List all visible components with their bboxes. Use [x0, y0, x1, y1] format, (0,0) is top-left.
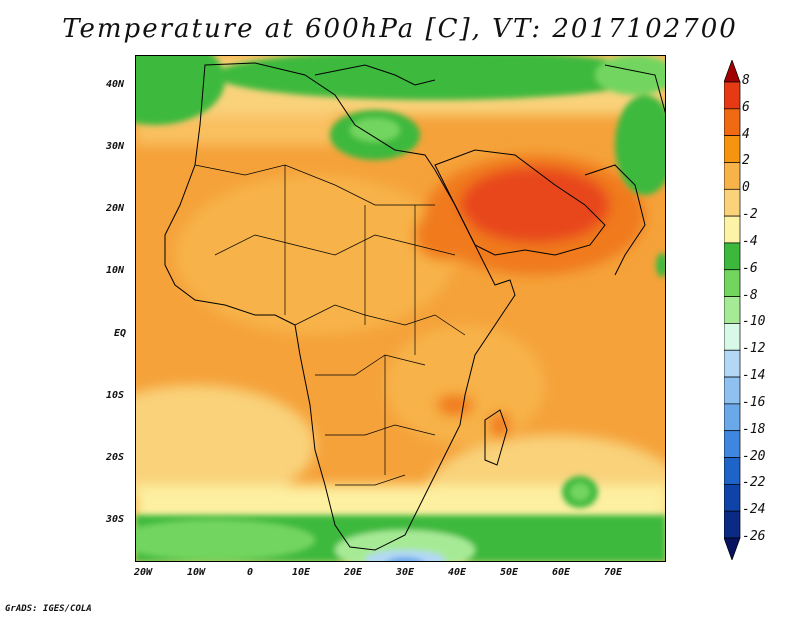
- colorbar-box: [724, 108, 741, 136]
- lon-label-20w: 20W: [134, 567, 153, 578]
- lat-label-30s: 30S: [106, 514, 125, 525]
- colorbar-tick-label: -10: [742, 314, 766, 330]
- colorbar-tick-label: 0: [742, 180, 750, 196]
- colorbar-tick-label: 8: [742, 73, 750, 88]
- colorbar-box: [724, 430, 741, 458]
- colorbar-tick-label: -14: [742, 368, 766, 384]
- colorbar-tick-label: -6: [742, 260, 758, 276]
- country-borders: [194, 164, 466, 486]
- grads-credit: GrADS: IGES/COLA: [5, 604, 92, 614]
- colorbar-box: [724, 457, 741, 485]
- colorbar-box: [724, 376, 741, 405]
- colorbar-box: [724, 296, 741, 324]
- colorbar-box: [724, 162, 741, 190]
- colorbar-box: [724, 323, 741, 351]
- colorbar: [724, 60, 741, 560]
- colorbar-box: [724, 403, 741, 432]
- map-border: [135, 55, 666, 562]
- lat-label-10n: 10N: [106, 265, 125, 276]
- colorbar-tick-label: -16: [742, 394, 766, 410]
- colorbar-tick-label: -22: [742, 475, 766, 491]
- colorbar-box: [724, 81, 741, 110]
- temperature-map: [135, 55, 666, 562]
- colorbar-box: [724, 510, 741, 539]
- lat-label-40n: 40N: [106, 79, 125, 90]
- colorbar-tick-label: -18: [742, 421, 766, 437]
- lat-label-20s: 20S: [106, 452, 125, 463]
- colorbar-tick-label: 2: [742, 153, 750, 169]
- lon-label-70e: 70E: [604, 567, 623, 578]
- colorbar-tick-label: -12: [742, 341, 766, 357]
- lon-label-10w: 10W: [187, 567, 206, 578]
- colorbar-tick-label: -24: [742, 502, 766, 518]
- colorbar-tick-label: 6: [742, 99, 750, 115]
- lat-label-10s: 10S: [106, 390, 125, 401]
- lon-label-20e: 20E: [344, 567, 363, 578]
- colorbar-box: [724, 349, 741, 378]
- colorbar-top-triangle: [724, 60, 741, 83]
- lon-label-30e: 30E: [396, 567, 415, 578]
- lon-label-0: 0: [247, 567, 254, 578]
- colorbar-box: [724, 242, 741, 271]
- lat-label-eq: EQ: [114, 328, 127, 339]
- colorbar-tick-label: -20: [742, 448, 766, 464]
- lat-label-30n: 30N: [106, 141, 125, 152]
- colorbar-tick-label: -8: [742, 287, 758, 303]
- lon-label-60e: 60E: [552, 567, 571, 578]
- colorbar-box: [724, 484, 741, 512]
- colorbar-tick-label: 4: [742, 126, 750, 142]
- lat-label-20n: 20N: [106, 203, 125, 214]
- coastlines: [164, 62, 666, 551]
- colorbar-bottom-triangle: [724, 537, 741, 560]
- lon-label-40e: 40E: [448, 567, 467, 578]
- colorbar-tick-label: -4: [742, 233, 758, 249]
- lon-label-10e: 10E: [292, 567, 311, 578]
- colorbar-tick-label: -2: [742, 207, 758, 223]
- cool-south: [135, 515, 666, 562]
- map-title: Temperature at 600hPa [C], VT: 201710270…: [62, 14, 738, 44]
- colorbar-tick-label: -26: [742, 529, 766, 544]
- colorbar-box: [724, 188, 741, 217]
- lon-label-50e: 50E: [500, 567, 519, 578]
- colorbar-box: [724, 215, 741, 244]
- colorbar-box: [724, 269, 741, 297]
- colorbar-box: [724, 135, 741, 163]
